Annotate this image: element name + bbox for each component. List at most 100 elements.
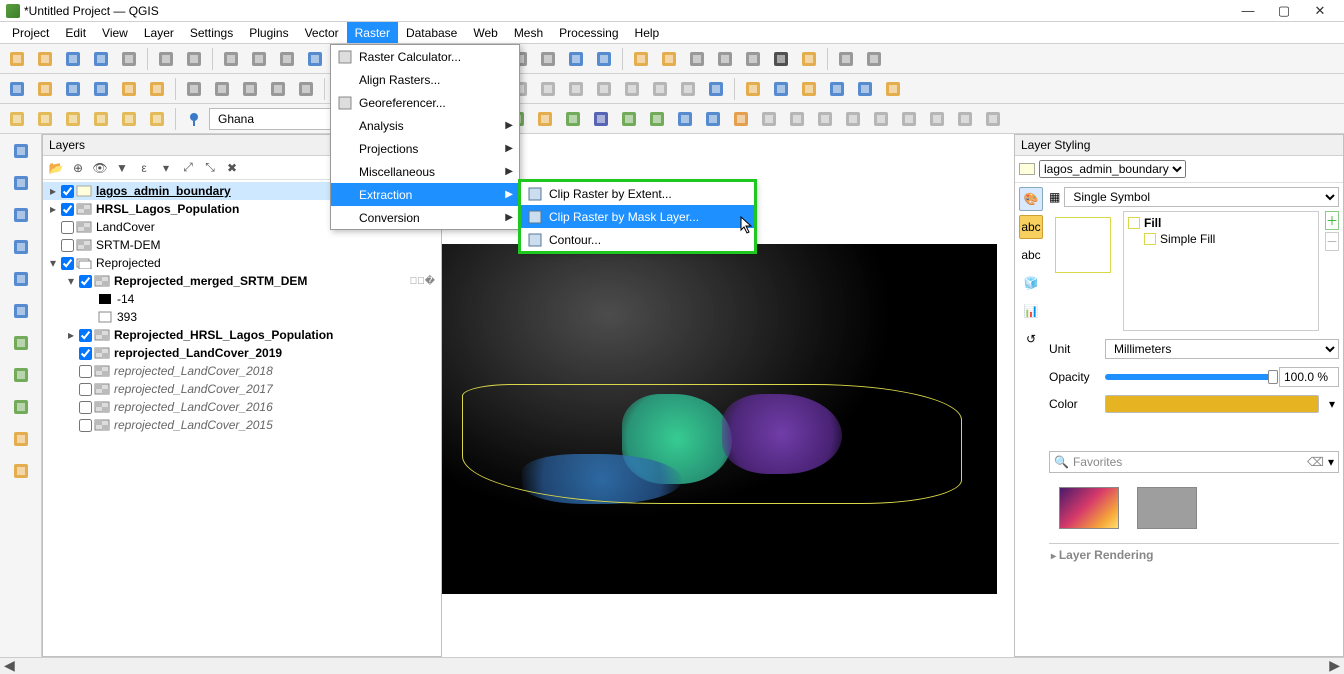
menu-project[interactable]: Project: [4, 22, 57, 43]
locate-icon[interactable]: [181, 106, 207, 132]
menu-layer[interactable]: Layer: [136, 22, 182, 43]
layer-rendering-section[interactable]: ▸ Layer Rendering: [1049, 543, 1339, 566]
expand-icon[interactable]: ▸: [65, 328, 77, 342]
toolbar-button[interactable]: [740, 76, 766, 102]
favorites-dropdown-icon[interactable]: ▾: [1328, 455, 1334, 469]
toolbar-button[interactable]: [293, 76, 319, 102]
toolbar-button[interactable]: [824, 76, 850, 102]
layers-filter-icon[interactable]: ▼: [113, 159, 131, 177]
menu-plugins[interactable]: Plugins: [241, 22, 296, 43]
toolbar-button[interactable]: [840, 106, 866, 132]
scroll-right-icon[interactable]: ▶: [1329, 657, 1340, 674]
toolbar-button[interactable]: [181, 46, 207, 72]
color-dropdown-icon[interactable]: ▾: [1325, 397, 1339, 411]
layer-visibility-checkbox[interactable]: [79, 365, 92, 378]
toolbar-button[interactable]: [144, 76, 170, 102]
layer-visibility-checkbox[interactable]: [61, 203, 74, 216]
layers-open-icon[interactable]: 📂: [47, 159, 65, 177]
toolbar-button[interactable]: [274, 46, 300, 72]
layer-row[interactable]: reprojected_LandCover_2016: [43, 398, 441, 416]
tab-masks-icon[interactable]: abc: [1019, 243, 1043, 267]
toolbar-button[interactable]: [218, 46, 244, 72]
toolbar-button[interactable]: [88, 106, 114, 132]
layer-visibility-checkbox[interactable]: [79, 401, 92, 414]
toolbar-button[interactable]: [675, 76, 701, 102]
toolbar-button[interactable]: [532, 106, 558, 132]
toolbar-button[interactable]: [591, 46, 617, 72]
expand-icon[interactable]: ▾: [65, 274, 77, 288]
toolbar-button[interactable]: [616, 106, 642, 132]
layer-row[interactable]: SRTM-DEM: [43, 236, 441, 254]
toolbar-button[interactable]: [116, 106, 142, 132]
layer-visibility-checkbox[interactable]: [79, 419, 92, 432]
color-swatch[interactable]: [1105, 395, 1319, 413]
menu-item[interactable]: Align Rasters...: [331, 68, 519, 91]
toolbar-button[interactable]: [237, 76, 263, 102]
toolbar-button[interactable]: [32, 76, 58, 102]
close-button[interactable]: ✕: [1302, 3, 1338, 19]
layers-add-icon[interactable]: ⊕: [69, 159, 87, 177]
toolbar-button[interactable]: [88, 76, 114, 102]
toolbar-button[interactable]: [302, 46, 328, 72]
extraction-submenu[interactable]: Clip Raster by Extent...Clip Raster by M…: [520, 181, 755, 252]
side-tool-button[interactable]: [8, 458, 34, 484]
toolbar-button[interactable]: [4, 106, 30, 132]
clear-search-icon[interactable]: ⌫: [1307, 455, 1324, 469]
menu-item[interactable]: Raster Calculator...: [331, 45, 519, 68]
layer-visibility-checkbox[interactable]: [79, 347, 92, 360]
toolbar-button[interactable]: [4, 76, 30, 102]
toolbar-button[interactable]: [880, 76, 906, 102]
side-tool-button[interactable]: [8, 202, 34, 228]
toolbar-button[interactable]: [812, 106, 838, 132]
toolbar-button[interactable]: [116, 76, 142, 102]
toolbar-button[interactable]: [563, 46, 589, 72]
layers-collapse-icon[interactable]: ⤡: [201, 159, 219, 177]
tab-history-icon[interactable]: ↺: [1019, 327, 1043, 351]
toolbar-button[interactable]: [32, 106, 58, 132]
toolbar-button[interactable]: [535, 76, 561, 102]
toolbar-button[interactable]: [700, 106, 726, 132]
layer-visibility-checkbox[interactable]: [61, 185, 74, 198]
menu-web[interactable]: Web: [465, 22, 505, 43]
toolbar-button[interactable]: [60, 46, 86, 72]
layer-visibility-checkbox[interactable]: [79, 329, 92, 342]
toolbar-button[interactable]: [672, 106, 698, 132]
toolbar-button[interactable]: [756, 106, 782, 132]
toolbar-button[interactable]: [535, 46, 561, 72]
menu-database[interactable]: Database: [398, 22, 465, 43]
toolbar-button[interactable]: [784, 106, 810, 132]
menu-vector[interactable]: Vector: [297, 22, 347, 43]
side-tool-button[interactable]: [8, 298, 34, 324]
layers-expr-icon[interactable]: ε: [135, 159, 153, 177]
layers-eye-icon[interactable]: 👁: [91, 159, 109, 177]
toolbar-button[interactable]: [181, 76, 207, 102]
toolbar-button[interactable]: [796, 76, 822, 102]
toolbar-button[interactable]: [896, 106, 922, 132]
toolbar-button[interactable]: [153, 46, 179, 72]
toolbar-button[interactable]: [32, 46, 58, 72]
layers-expand-icon[interactable]: ⤢: [179, 159, 197, 177]
menu-mesh[interactable]: Mesh: [506, 22, 551, 43]
tab-diagrams-icon[interactable]: 📊: [1019, 299, 1043, 323]
opacity-slider[interactable]: [1105, 374, 1273, 380]
layer-visibility-checkbox[interactable]: [79, 383, 92, 396]
layer-row[interactable]: -14: [43, 290, 441, 308]
expand-icon[interactable]: ▸: [47, 184, 59, 198]
toolbar-button[interactable]: [628, 46, 654, 72]
layer-selector[interactable]: lagos_admin_boundary: [1039, 160, 1186, 178]
submenu-item[interactable]: Contour...: [521, 228, 754, 251]
toolbar-button[interactable]: [868, 106, 894, 132]
favorites-search[interactable]: 🔍 Favorites ⌫ ▾: [1049, 451, 1339, 473]
toolbar-button[interactable]: [88, 46, 114, 72]
toolbar-button[interactable]: [144, 106, 170, 132]
menu-edit[interactable]: Edit: [57, 22, 94, 43]
toolbar-button[interactable]: [265, 76, 291, 102]
toolbar-button[interactable]: [861, 46, 887, 72]
side-tool-button[interactable]: [8, 330, 34, 356]
toolbar-button[interactable]: [796, 46, 822, 72]
horizontal-scroll[interactable]: ◀ ▶: [0, 657, 1344, 673]
toolbar-button[interactable]: [740, 46, 766, 72]
layer-visibility-checkbox[interactable]: [61, 239, 74, 252]
menu-processing[interactable]: Processing: [551, 22, 626, 43]
remove-symbol-button[interactable]: －: [1325, 232, 1339, 251]
